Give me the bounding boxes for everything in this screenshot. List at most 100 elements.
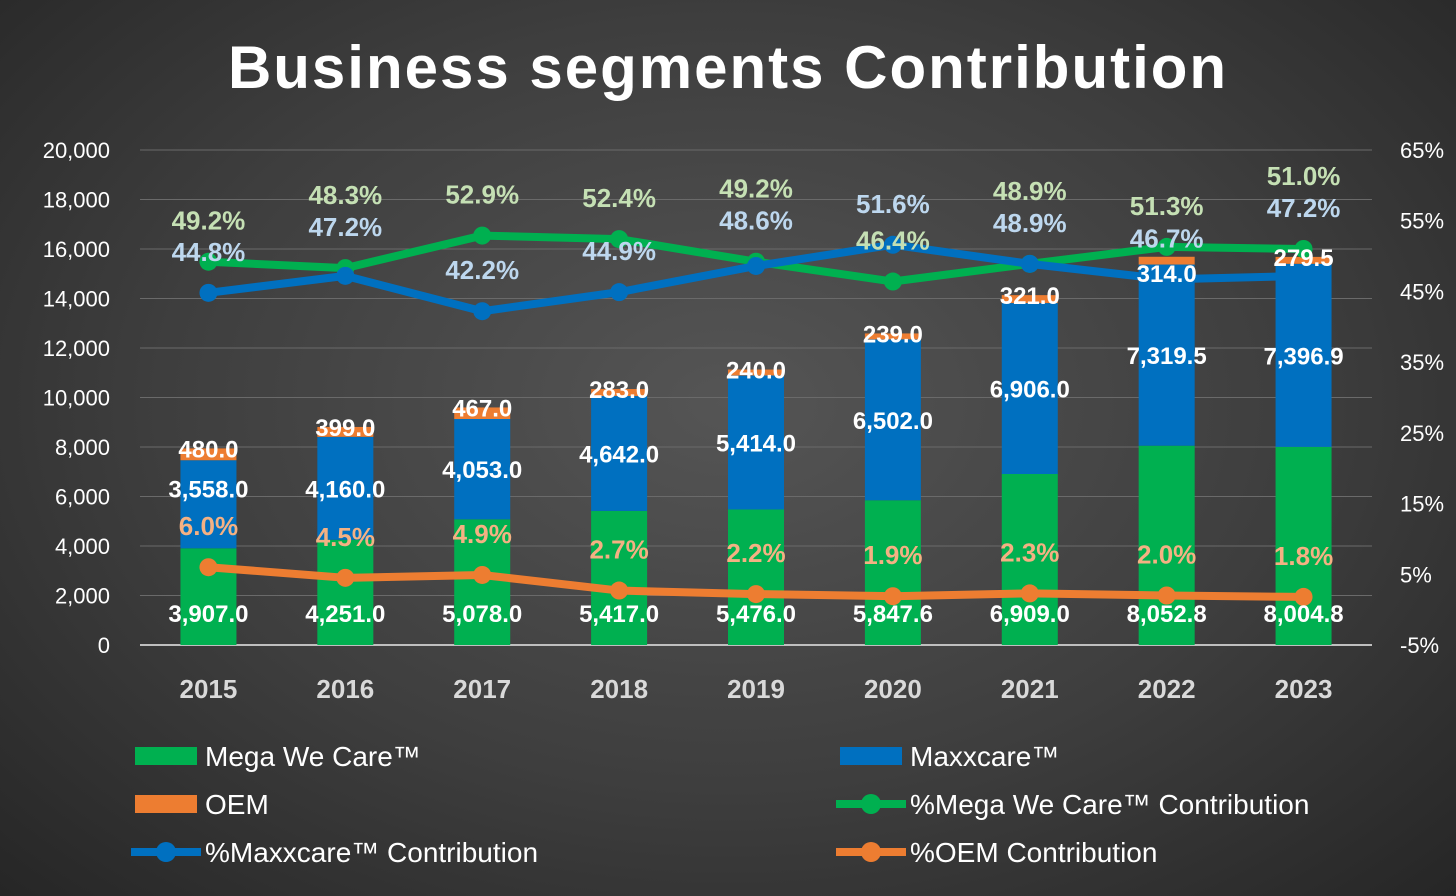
line-point bbox=[1294, 240, 1313, 258]
bar-data-label: 4,053.0 bbox=[442, 457, 522, 484]
bar-data-label: 7,319.5 bbox=[1127, 343, 1207, 370]
bar-data-label: 6,909.0 bbox=[990, 601, 1070, 628]
line-point bbox=[610, 230, 629, 249]
bar-maxxcare bbox=[1001, 303, 1058, 475]
y-left-tick-label: 10,000 bbox=[43, 386, 110, 411]
line-data-label: 4.5% bbox=[316, 522, 375, 552]
line-point bbox=[336, 568, 355, 587]
line-data-label: 2.7% bbox=[589, 535, 648, 565]
line-data-label: 52.4% bbox=[582, 183, 656, 213]
legend-label: OEM bbox=[205, 789, 269, 820]
x-tick-label: 2016 bbox=[316, 674, 374, 704]
line-data-label: 46.7% bbox=[1130, 223, 1204, 253]
legend-label: %OEM Contribution bbox=[910, 837, 1157, 868]
line-point bbox=[883, 587, 902, 606]
x-tick-label: 2020 bbox=[864, 674, 922, 704]
y-right-tick-label: 5% bbox=[1400, 562, 1432, 587]
bar-data-label: 4,160.0 bbox=[305, 476, 385, 503]
bar-oem bbox=[728, 369, 784, 376]
y-left-tick-label: 8,000 bbox=[55, 435, 110, 460]
chart-title: Business segments Contribution bbox=[228, 34, 1228, 101]
bar-mega-we-care bbox=[864, 500, 921, 645]
bar-oem bbox=[591, 389, 648, 397]
legend-marker bbox=[861, 794, 881, 814]
y-right-tick-label: 65% bbox=[1400, 138, 1444, 163]
bar-data-label: 240.0 bbox=[726, 358, 786, 385]
bar-data-label: 8,004.8 bbox=[1264, 601, 1344, 628]
x-tick-label: 2018 bbox=[590, 674, 648, 704]
line-data-label: 6.0% bbox=[179, 511, 238, 541]
line-data-label: 49.2% bbox=[719, 174, 793, 204]
line-data-label: 1.8% bbox=[1274, 541, 1333, 571]
line-data-label: 48.3% bbox=[308, 180, 382, 210]
line-data-label: 44.8% bbox=[172, 237, 246, 267]
line-point bbox=[336, 266, 355, 285]
line-point bbox=[473, 226, 492, 245]
line-data-label: 48.6% bbox=[719, 206, 793, 236]
line-data-label: 51.3% bbox=[1130, 191, 1204, 221]
y-right-tick-label: 35% bbox=[1400, 350, 1444, 375]
bar-maxxcare bbox=[1138, 264, 1195, 446]
line-data-label: 2.2% bbox=[726, 538, 785, 568]
legend-swatch bbox=[135, 747, 197, 765]
line-data-label: 48.9% bbox=[993, 176, 1067, 206]
line-data-label: 2.0% bbox=[1137, 540, 1196, 570]
line-data-label: 51.6% bbox=[856, 189, 930, 219]
bar-oem bbox=[1138, 256, 1195, 265]
bar-data-label: 5,476.0 bbox=[716, 601, 796, 628]
bar-mega-we-care bbox=[591, 510, 648, 645]
bar-data-label: 399.0 bbox=[315, 415, 375, 442]
bar-oem bbox=[180, 448, 237, 461]
bar-data-label: 480.0 bbox=[178, 436, 238, 463]
line-data-label: 51.0% bbox=[1267, 161, 1341, 191]
legend-marker bbox=[861, 842, 881, 862]
line-data-label: 47.2% bbox=[308, 212, 382, 242]
x-tick-label: 2021 bbox=[1001, 674, 1059, 704]
line-data-label: 4.9% bbox=[453, 519, 512, 549]
line-data-label: 52.9% bbox=[445, 180, 519, 210]
y-left-tick-label: 16,000 bbox=[43, 237, 110, 262]
line-data-label: 48.9% bbox=[993, 208, 1067, 238]
bar-maxxcare bbox=[180, 460, 237, 549]
line-data-label: 47.2% bbox=[1267, 193, 1341, 223]
legend-label: %Maxxcare™ Contribution bbox=[205, 837, 538, 868]
bar-mega-we-care bbox=[728, 509, 784, 645]
bar-data-label: 467.0 bbox=[452, 395, 512, 422]
line-point bbox=[747, 585, 765, 604]
bar-mega-we-care bbox=[317, 539, 374, 645]
y-right-tick-label: 25% bbox=[1400, 421, 1444, 446]
bar-maxxcare bbox=[454, 419, 511, 520]
bar-mega-we-care bbox=[1001, 474, 1058, 645]
y-left-tick-label: 6,000 bbox=[55, 485, 110, 510]
y-left-tick-label: 0 bbox=[98, 633, 110, 658]
y-left-tick-label: 18,000 bbox=[43, 188, 110, 213]
bar-oem bbox=[454, 407, 511, 420]
y-right-tick-label: -5% bbox=[1400, 633, 1439, 658]
bar-data-label: 7,396.9 bbox=[1264, 343, 1344, 370]
bar-data-label: 4,642.0 bbox=[579, 441, 659, 468]
bar-maxxcare bbox=[728, 375, 784, 510]
line-data-label: 44.9% bbox=[582, 236, 656, 266]
line-point bbox=[1294, 587, 1313, 606]
x-tick-label: 2019 bbox=[727, 674, 785, 704]
line-point bbox=[1157, 270, 1176, 289]
bar-data-label: 5,414.0 bbox=[716, 430, 796, 457]
bar-data-label: 6,906.0 bbox=[990, 377, 1070, 404]
bar-maxxcare bbox=[317, 436, 374, 540]
bar-maxxcare bbox=[591, 396, 648, 511]
x-tick-label: 2015 bbox=[180, 674, 238, 704]
bar-data-label: 5,078.0 bbox=[442, 601, 522, 628]
y-right-tick-label: 15% bbox=[1400, 492, 1444, 517]
y-left-tick-label: 20,000 bbox=[43, 138, 110, 163]
legend-swatch bbox=[135, 795, 197, 813]
line-point bbox=[747, 256, 765, 275]
line-point bbox=[473, 565, 492, 584]
bar-oem bbox=[317, 426, 374, 437]
y-left-tick-label: 12,000 bbox=[43, 336, 110, 361]
bar-oem bbox=[1001, 295, 1058, 304]
legend-label: Maxxcare™ bbox=[910, 741, 1059, 772]
bar-data-label: 3,907.0 bbox=[168, 601, 248, 628]
legend-label: %Mega We Care™ Contribution bbox=[910, 789, 1309, 820]
bar-oem bbox=[864, 333, 921, 340]
